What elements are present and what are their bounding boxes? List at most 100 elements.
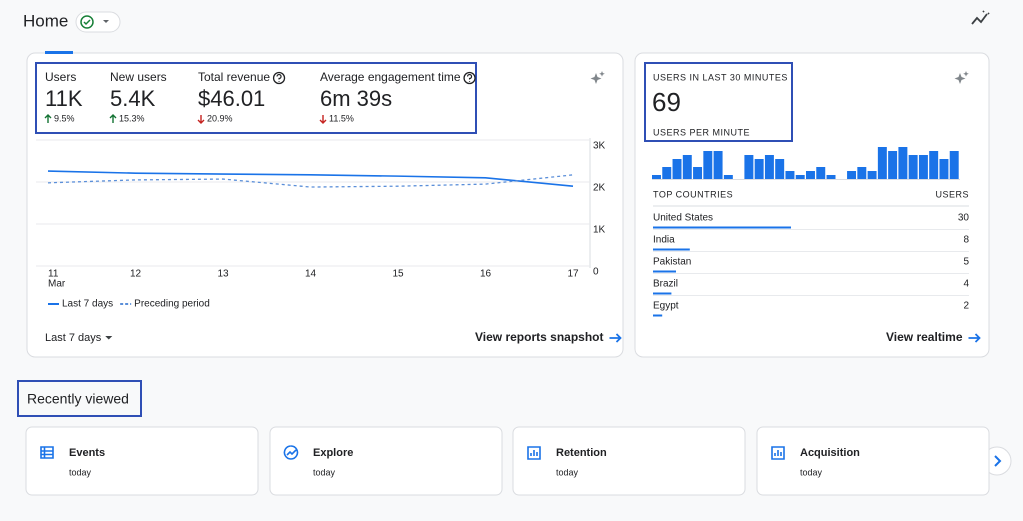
series-line [47,170,574,187]
metric-label[interactable]: New users [110,70,167,84]
bar [918,155,928,179]
bar [754,159,764,179]
bar [806,171,815,179]
bar [672,159,682,179]
recent-card[interactable] [512,426,746,496]
bar [713,151,723,179]
bar [652,175,661,179]
chevron-icon [994,455,1002,467]
date-range[interactable]: Last 7 days [45,332,102,344]
highlight-box [17,380,142,417]
metric-label[interactable]: Total revenue [198,70,270,84]
realtime-title: USERS IN LAST 30 MINUTES [653,72,788,82]
x-tick-label: 15 [392,269,404,280]
recent-card[interactable] [269,426,503,496]
help-glyph [466,73,473,82]
recent-card[interactable] [25,426,259,496]
selected-tab [45,51,73,54]
country-bar [653,292,672,295]
sparkle-icon[interactable] [590,71,605,84]
trend-arrow [197,115,205,124]
sparkle-icon[interactable] [954,71,969,84]
check-icon [80,15,94,29]
recent-card[interactable] [756,426,990,496]
help-glyph [276,73,282,82]
x-tick-label: 14 [305,269,317,280]
country-name: Pakistan [653,257,691,268]
card-title[interactable]: Explore [313,447,353,459]
help-icon[interactable] [463,71,476,85]
bar [744,155,754,179]
insights-icon[interactable] [971,10,990,25]
bar [949,151,959,179]
bar [795,175,805,179]
country-name: United States [653,213,713,224]
card-title[interactable]: Events [69,447,105,459]
card-time: today [313,467,336,477]
country-bar [653,270,676,273]
country-bar [653,314,663,317]
metric-label[interactable]: Users [45,70,76,84]
metric-value: 11K [45,86,83,111]
country-users: 8 [963,235,969,246]
metric-change: 15.3% [119,113,145,123]
card-title[interactable]: Acquisition [800,447,860,459]
dropdown-icon [105,336,113,340]
country-name: Brazil [653,279,678,290]
trend-arrow [44,114,52,123]
country-name: India [653,235,675,246]
table-header: TOP COUNTRIES [653,189,733,199]
bar [693,167,703,179]
card-icon [527,446,541,460]
bar [816,167,826,179]
bar [785,171,795,179]
bar [775,159,785,179]
legend-label: Preceding period [134,299,210,310]
realtime-subtitle: USERS PER MINUTE [653,127,750,137]
legend-label: Last 7 days [62,299,113,310]
bar [939,159,949,179]
country-name: Egypt [653,301,679,312]
status-chip[interactable] [75,11,121,33]
help-icon[interactable] [272,71,286,85]
card-icon [283,445,299,460]
bar [898,147,908,179]
link[interactable]: View realtime [886,330,963,344]
table-header: USERS [935,189,969,199]
trend-arrow [109,114,117,123]
x-tick-label: 13 [217,269,229,280]
bar [877,147,887,179]
y-tick-label: 3K [593,141,606,152]
bar [662,167,672,179]
country-users: 5 [963,257,969,268]
metric-change: 9.5% [54,113,75,123]
country-users: 30 [958,213,970,224]
bar [929,151,939,179]
bar [867,171,877,179]
card-icon [40,446,54,459]
bar [857,167,867,179]
x-tick-label: 17 [567,269,579,280]
metric-change: 11.5% [329,113,354,123]
x-tick-label: 12 [130,269,142,280]
bar [723,175,733,179]
bar [764,155,774,179]
dropdown-icon [103,20,109,23]
country-users: 2 [963,301,969,312]
country-users: 4 [963,279,969,290]
y-tick-label: 0 [593,267,599,278]
overview-card [26,52,624,358]
realtime-card [634,52,990,358]
arrow-icon [609,333,622,343]
link[interactable]: View reports snapshot [475,330,603,344]
card-title[interactable]: Retention [556,447,607,459]
x-month-label: Mar [48,279,66,290]
metric-value: 5.4K [110,86,156,111]
card-icon [771,446,785,460]
section-title: Recently viewed [27,391,129,407]
bar [703,151,713,179]
metric-value: $46.01 [198,86,265,111]
metric-label[interactable]: Average engagement time [320,70,461,84]
